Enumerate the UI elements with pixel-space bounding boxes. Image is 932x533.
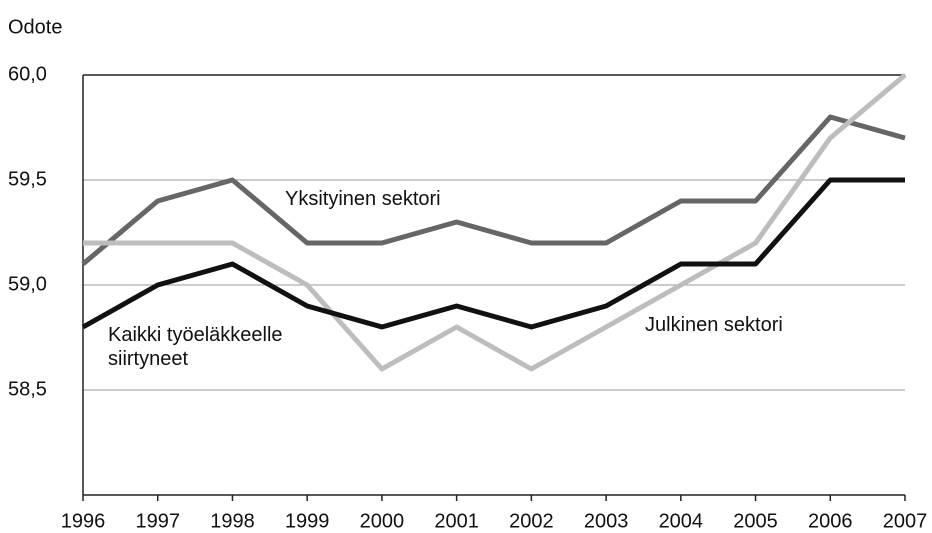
x-tick-label: 1997	[135, 510, 180, 532]
y-tick-label: 59,0	[8, 273, 47, 295]
x-tick-label: 2004	[659, 510, 704, 532]
series-line	[83, 73, 907, 372]
series-line	[81, 114, 906, 266]
x-tick-label: 2001	[434, 510, 479, 532]
y-tick-label: 59,5	[8, 168, 47, 190]
x-tick-label: 2006	[808, 510, 853, 532]
x-tick-label: 2005	[733, 510, 778, 532]
x-tick-label: 1998	[210, 510, 255, 532]
series-line	[81, 177, 905, 330]
series-label: Julkinen sektori	[645, 314, 783, 336]
x-tick-label: 2002	[509, 510, 554, 532]
x-tick-label: 2000	[360, 510, 405, 532]
series-label: Kaikki työeläkkeelle siirtyneet	[108, 324, 283, 370]
x-tick-label: 1999	[285, 510, 330, 532]
y-tick-label: 58,5	[8, 378, 47, 400]
y-tick-label: 60,0	[8, 63, 47, 85]
x-tick-label: 2007	[883, 510, 928, 532]
y-axis-label: Odote	[8, 16, 62, 38]
x-tick-label: 1996	[61, 510, 106, 532]
series-label: Yksityinen sektori	[285, 188, 441, 210]
x-tick-label: 2003	[584, 510, 629, 532]
